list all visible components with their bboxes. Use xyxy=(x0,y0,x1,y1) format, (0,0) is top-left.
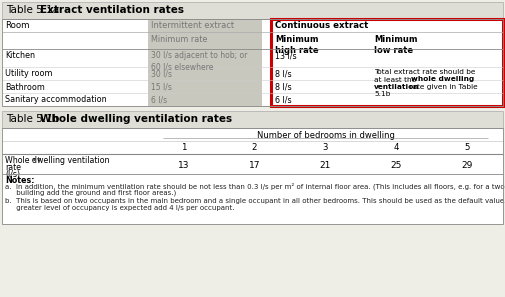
Text: rate: rate xyxy=(5,163,21,172)
Text: 2: 2 xyxy=(252,143,257,152)
Text: Intermittent extract: Intermittent extract xyxy=(151,21,234,30)
Text: 8 l/s: 8 l/s xyxy=(275,83,291,91)
Text: Number of bedrooms in dwelling: Number of bedrooms in dwelling xyxy=(257,130,394,140)
Bar xyxy=(2,19,503,106)
Text: Bathroom: Bathroom xyxy=(5,83,45,91)
Text: Whole dwelling ventilation rates: Whole dwelling ventilation rates xyxy=(40,114,232,124)
Text: b.  This is based on two occupants in the main bedroom and a single occupant in : b. This is based on two occupants in the… xyxy=(5,198,505,204)
Text: 5.1b: 5.1b xyxy=(374,91,390,97)
Bar xyxy=(2,2,503,19)
Text: greater level of occupancy is expected add 4 l/s per occupant.: greater level of occupancy is expected a… xyxy=(5,205,234,211)
Text: 13 l/s: 13 l/s xyxy=(275,51,296,61)
Text: Whole dwelling ventilation: Whole dwelling ventilation xyxy=(5,156,110,165)
Bar xyxy=(2,19,503,106)
Text: 25: 25 xyxy=(391,161,402,170)
Bar xyxy=(2,128,503,224)
Text: 15 l/s: 15 l/s xyxy=(151,83,172,91)
Text: 8 l/s: 8 l/s xyxy=(275,69,291,78)
Text: Minimum rate: Minimum rate xyxy=(151,35,208,44)
Text: 30 l/s adjacent to hob; or
60 l/s elsewhere: 30 l/s adjacent to hob; or 60 l/s elsewh… xyxy=(151,51,247,72)
Text: 6 l/s: 6 l/s xyxy=(275,96,291,105)
Text: rate given in Table: rate given in Table xyxy=(407,84,478,90)
Text: Utility room: Utility room xyxy=(5,69,53,78)
Bar xyxy=(2,111,503,128)
Bar xyxy=(2,128,503,224)
Text: a b: a b xyxy=(32,157,41,162)
Text: 21: 21 xyxy=(320,161,331,170)
Text: whole dwelling: whole dwelling xyxy=(411,77,474,83)
Text: 29: 29 xyxy=(462,161,473,170)
Text: Notes:: Notes: xyxy=(5,176,34,185)
Text: 1: 1 xyxy=(181,143,186,152)
Bar xyxy=(271,19,503,106)
Text: Total extract rate should be: Total extract rate should be xyxy=(374,69,475,75)
Text: Table 5.1b: Table 5.1b xyxy=(6,114,60,124)
Text: (l/s): (l/s) xyxy=(5,170,20,179)
Text: 13: 13 xyxy=(178,161,189,170)
Text: ventilation: ventilation xyxy=(374,84,420,90)
Bar xyxy=(148,19,262,106)
Text: building add the ground and first floor areas.): building add the ground and first floor … xyxy=(5,190,176,197)
Text: 4: 4 xyxy=(394,143,399,152)
Text: Sanitary accommodation: Sanitary accommodation xyxy=(5,96,107,105)
Text: a.  In addition, the minimum ventilation rate should be not less than 0.3 l/s pe: a. In addition, the minimum ventilation … xyxy=(5,183,505,190)
Text: 30 l/s: 30 l/s xyxy=(151,69,172,78)
Text: Extract ventilation rates: Extract ventilation rates xyxy=(40,5,184,15)
Text: Kitchen: Kitchen xyxy=(5,51,35,61)
Text: 6 l/s: 6 l/s xyxy=(151,96,167,105)
Text: 5: 5 xyxy=(465,143,470,152)
Text: 3: 3 xyxy=(323,143,328,152)
Text: at least the: at least the xyxy=(374,77,419,83)
Text: Continuous extract: Continuous extract xyxy=(275,21,368,30)
Text: Minimum
high rate: Minimum high rate xyxy=(275,35,319,56)
Text: Table 5.1a: Table 5.1a xyxy=(6,5,59,15)
Text: Minimum
low rate: Minimum low rate xyxy=(374,35,418,56)
Text: Room: Room xyxy=(5,21,29,30)
Text: 17: 17 xyxy=(249,161,260,170)
